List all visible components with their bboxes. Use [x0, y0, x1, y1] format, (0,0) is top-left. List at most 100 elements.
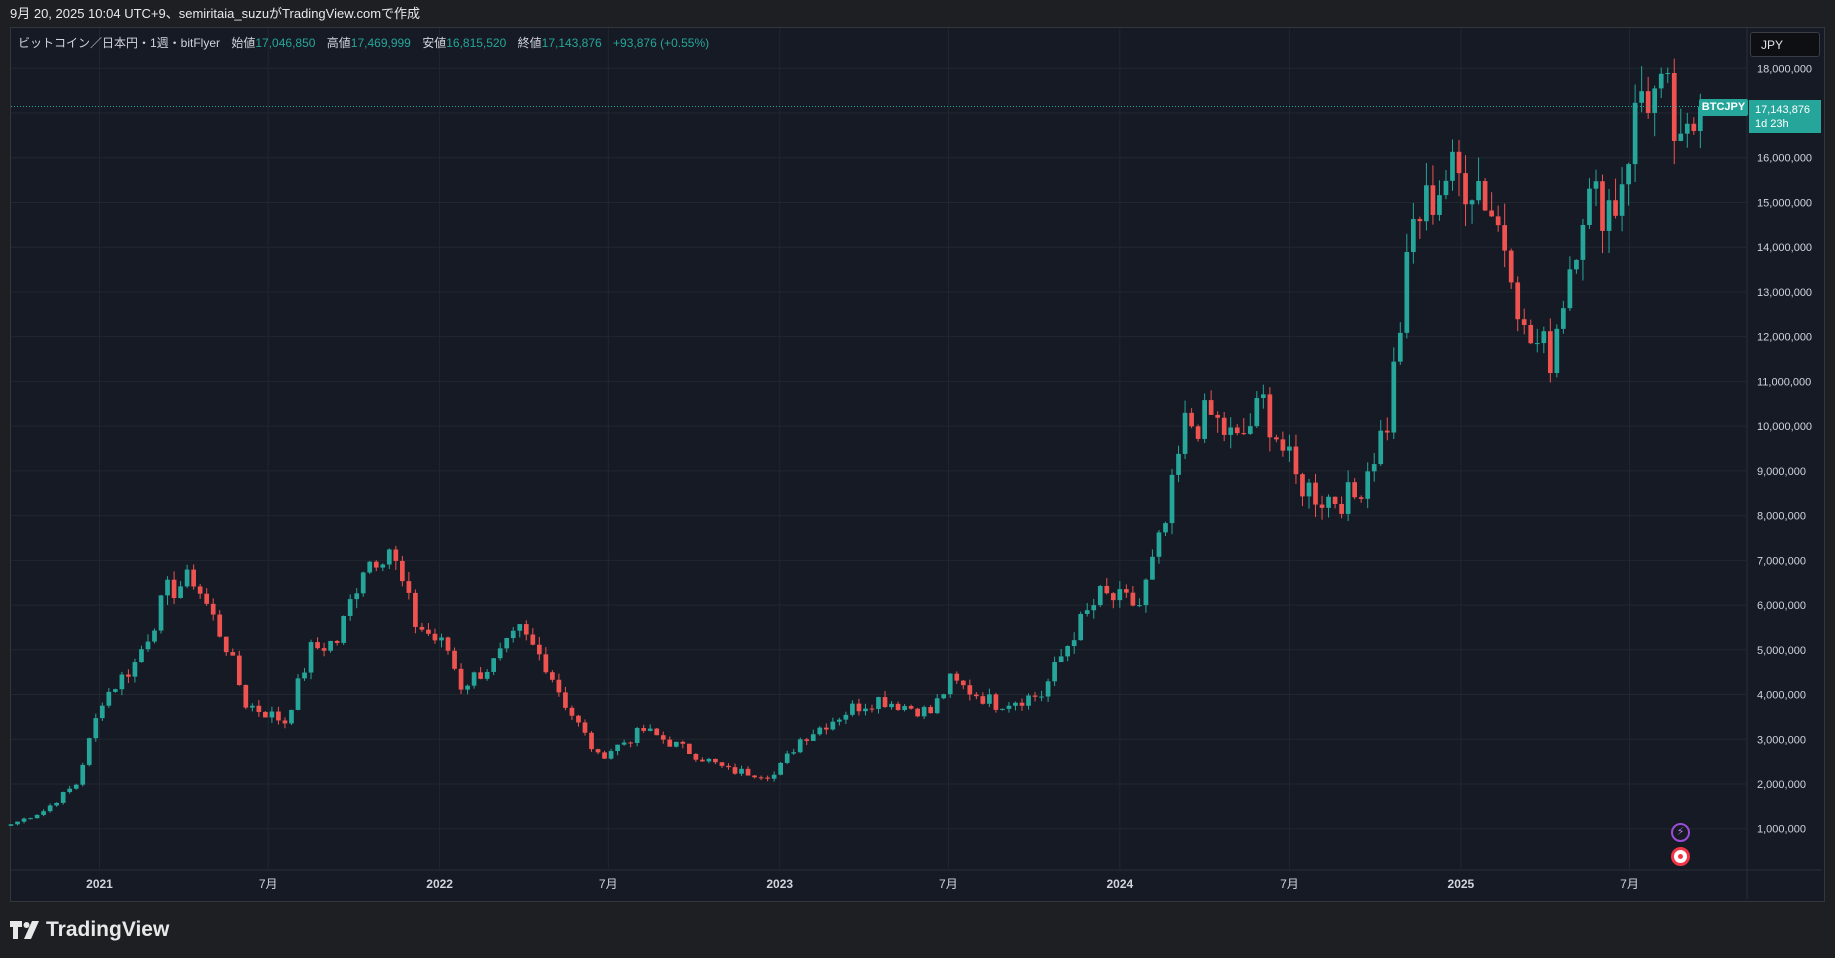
- candle-body: [1358, 497, 1364, 499]
- candle-body: [739, 768, 744, 774]
- candle-body: [1489, 210, 1494, 217]
- candle-body: [1110, 593, 1116, 601]
- y-tick-label: 1,000,000: [1757, 824, 1806, 836]
- candle-body: [1580, 224, 1586, 260]
- candle-body: [230, 652, 236, 656]
- candle-body: [1091, 605, 1097, 611]
- chart-panel[interactable]: [10, 27, 1825, 902]
- candle-body: [1456, 151, 1462, 174]
- candle-body: [1547, 331, 1553, 374]
- candle-body: [1606, 200, 1612, 231]
- candle-body: [556, 679, 562, 693]
- candle-body: [1450, 151, 1455, 181]
- candle-body: [517, 624, 523, 631]
- candle-body: [139, 649, 144, 663]
- x-tick-label: 2025: [1448, 877, 1475, 891]
- candle-body: [941, 694, 947, 699]
- candle-body: [1352, 482, 1357, 498]
- candle-body: [28, 818, 33, 820]
- candle-body: [432, 633, 438, 641]
- candle-body: [106, 691, 112, 706]
- candle-body: [1163, 523, 1168, 533]
- candle-body: [1006, 705, 1012, 709]
- candle-body: [693, 754, 699, 760]
- candle-body: [1202, 400, 1207, 439]
- candle-body: [1658, 73, 1664, 89]
- x-tick-label: 2023: [766, 877, 793, 891]
- candle-body: [1208, 400, 1214, 415]
- currency-button[interactable]: JPY: [1750, 32, 1820, 57]
- candle-body: [34, 814, 40, 819]
- candle-body: [719, 762, 725, 766]
- candle-body: [850, 703, 855, 715]
- flash-icon[interactable]: ⚡: [1671, 823, 1690, 842]
- x-tick-label: 2021: [86, 877, 113, 891]
- candle-body: [178, 586, 183, 599]
- candle-body: [980, 696, 986, 704]
- candle-body: [1215, 414, 1221, 418]
- candle-body: [1404, 252, 1410, 333]
- candle-body: [152, 630, 157, 642]
- tradingview-logo[interactable]: TradingView: [10, 916, 169, 944]
- candle-body: [263, 711, 268, 718]
- candle-body: [817, 727, 823, 735]
- candle-body: [804, 739, 810, 741]
- record-icon[interactable]: [1671, 847, 1690, 866]
- candle-body: [1691, 123, 1697, 132]
- candle-body: [1195, 426, 1201, 439]
- candle-body: [400, 560, 405, 582]
- y-tick-label: 7,000,000: [1757, 555, 1806, 567]
- candle-body: [21, 818, 27, 822]
- candle-body: [595, 749, 601, 753]
- candle-body: [491, 658, 497, 672]
- candle-body: [197, 586, 203, 594]
- candle-body: [745, 768, 751, 776]
- candle-body: [1332, 496, 1338, 504]
- candle-body: [54, 802, 60, 806]
- candle-body: [889, 703, 894, 708]
- candle-body: [471, 672, 477, 686]
- candle-body: [608, 751, 614, 759]
- candle-body: [1463, 173, 1468, 205]
- candle-body: [497, 648, 503, 659]
- candle-body: [1437, 195, 1442, 215]
- candle-body: [602, 752, 607, 759]
- legend-close-label: 終値: [517, 36, 542, 50]
- candle-body: [347, 599, 353, 616]
- brand-wordmark: TradingView: [46, 918, 170, 941]
- candle-body: [1508, 250, 1514, 283]
- candle-body: [1260, 394, 1266, 399]
- candle-body: [752, 775, 757, 778]
- candle-body: [680, 741, 686, 744]
- candle-body: [86, 738, 92, 765]
- candle-body: [289, 709, 294, 724]
- candle-body: [713, 758, 718, 763]
- candle-body: [445, 637, 451, 651]
- candle-body: [1267, 394, 1273, 438]
- candle-body: [1293, 446, 1299, 475]
- candle-body: [1502, 225, 1508, 251]
- candle-body: [1319, 504, 1325, 508]
- candle-body: [1397, 332, 1403, 362]
- candle-body: [321, 648, 327, 651]
- candle-body: [1652, 88, 1658, 113]
- candle-body: [1521, 319, 1527, 325]
- candle-body: [667, 739, 673, 747]
- candle-body: [1495, 216, 1501, 226]
- candle-body: [1182, 412, 1188, 454]
- candle-body: [276, 711, 281, 721]
- candle-body: [1104, 585, 1110, 594]
- candle-body: [654, 728, 660, 736]
- candle-body: [1411, 219, 1416, 253]
- candle-body: [458, 668, 464, 690]
- candle-body: [373, 561, 379, 568]
- candle-body: [869, 708, 875, 710]
- candle-body: [341, 615, 346, 643]
- candle-body: [1645, 91, 1651, 113]
- last-price-label: 17,143,876 1d 23h: [1749, 99, 1821, 133]
- candle-body: [1221, 417, 1227, 435]
- x-tick-label: 2024: [1106, 877, 1133, 891]
- candle-body: [80, 764, 86, 785]
- candle-body: [1313, 482, 1318, 505]
